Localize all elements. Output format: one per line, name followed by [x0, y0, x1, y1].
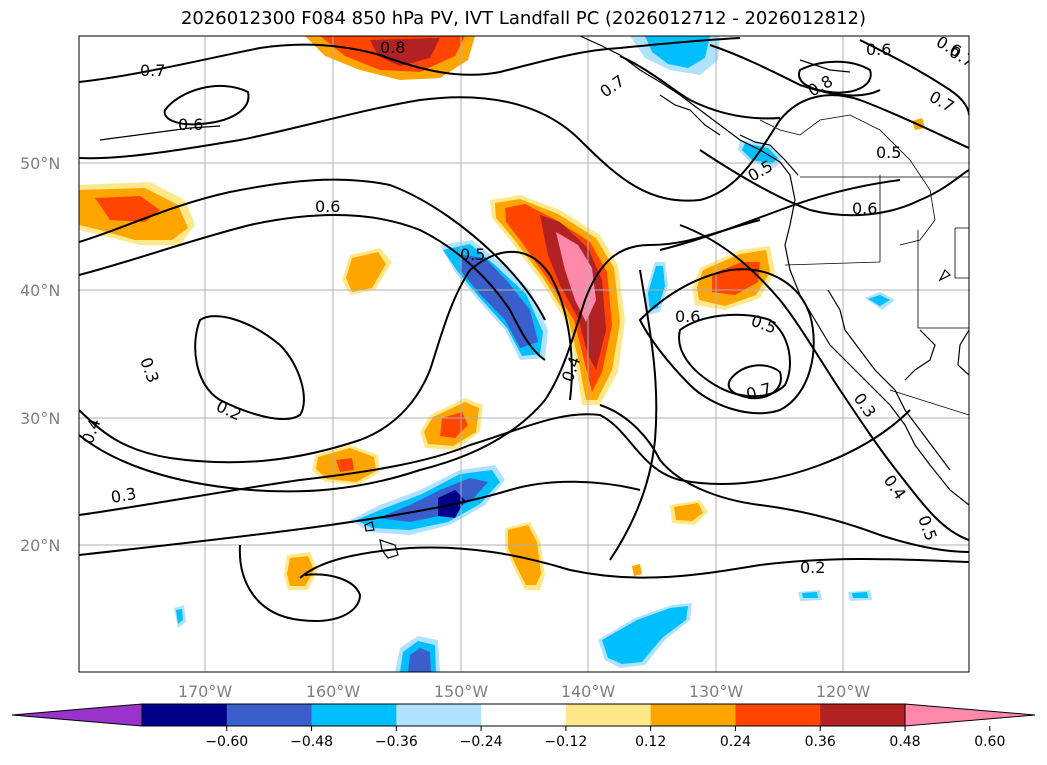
colorbar-bin: [820, 704, 906, 726]
lon-label: 140°W: [561, 682, 616, 701]
contour-label: 0.6: [315, 197, 340, 216]
contour-label: 0.5: [460, 245, 485, 264]
colorbar: −0.60 −0.48 −0.36 −0.24 −0.12 0.12 0.24 0.36 0.4…: [11, 703, 1036, 750]
pv-contours: [79, 37, 969, 622]
colorbar-bin: [396, 704, 482, 726]
gridlines: [79, 36, 969, 672]
shade-negative: [602, 606, 688, 664]
colorbar-tick-label: 0.36: [805, 734, 836, 750]
shade-positive: [632, 564, 642, 576]
colorbar-tick-label: −0.48: [290, 734, 333, 750]
shade-negative: [868, 295, 890, 306]
lat-label: 20°N: [20, 536, 60, 555]
colorbar-tick-label: 0.24: [720, 734, 751, 750]
colorbar-tick-label: 0.60: [974, 734, 1005, 750]
shade-negative: [852, 592, 868, 598]
shade-negative: [802, 592, 818, 598]
colorbar-tick-label: 0.48: [889, 734, 920, 750]
shade-negative: [408, 648, 431, 672]
colorbar-extend-min: [11, 703, 143, 727]
colorbar-bin: [226, 704, 313, 726]
lon-label: 170°W: [178, 682, 233, 701]
lat-axis-labels: 50°N 40°N 30°N 20°N: [20, 154, 60, 555]
colorbar-bin: [735, 704, 821, 726]
contour-label: 0.2: [800, 558, 825, 577]
plot-frame: [78, 35, 970, 673]
contour-label: 0.6: [178, 115, 203, 134]
colorbar-bin: [311, 704, 397, 726]
colorbar-tick-label: 0.12: [635, 734, 666, 750]
contour-label: 0.7: [140, 61, 165, 80]
colorbar-tick-label: −0.24: [460, 734, 503, 750]
contour-label: 0.6: [675, 307, 700, 326]
colorbar-bin: [481, 704, 567, 726]
colorbar-tick-label: −0.60: [205, 734, 248, 750]
contour-label: 0.8: [380, 38, 405, 57]
shade-positive: [346, 252, 386, 292]
shade-positive: [674, 503, 703, 521]
shade-negative: [742, 143, 778, 164]
lon-axis-labels: 170°W 160°W 150°W 140°W 130°W 120°W: [178, 682, 871, 701]
lon-label: 120°W: [816, 682, 871, 701]
shade-positive: [287, 556, 314, 586]
contour-label: 0.6: [852, 199, 877, 218]
shade-positive: [336, 458, 354, 472]
shade-positive: [370, 38, 440, 66]
shade-positive: [95, 196, 160, 222]
contour-label: 0.5: [876, 143, 901, 162]
colorbar-tick-label: −0.12: [544, 734, 587, 750]
colorbar-bin: [565, 704, 652, 726]
lat-label: 30°N: [20, 409, 60, 428]
shade-positive: [508, 525, 541, 585]
contour-label: 0.3: [109, 484, 137, 507]
colorbar-tick-label: −0.36: [375, 734, 418, 750]
lon-label: 130°W: [689, 682, 744, 701]
colorbar-frame: [141, 703, 906, 727]
lon-label: 150°W: [434, 682, 489, 701]
shade-negative: [648, 266, 665, 310]
colorbar-extend-max: [904, 703, 1036, 727]
contour-label: 0.6: [866, 40, 891, 59]
map-title: 2026012300 F084 850 hPa PV, IVT Landfall…: [180, 8, 867, 29]
map-plot-area: 0.7 0.6 0.6 0.5 0.3 0.2 0.4 0.3 0.4 0.6 …: [79, 36, 969, 672]
colorbar-bin: [650, 704, 736, 726]
colorbar-bin: [142, 704, 228, 726]
lon-label: 160°W: [306, 682, 361, 701]
shade-negative: [176, 609, 183, 624]
lat-label: 50°N: [20, 154, 60, 173]
lat-label: 40°N: [20, 281, 60, 300]
